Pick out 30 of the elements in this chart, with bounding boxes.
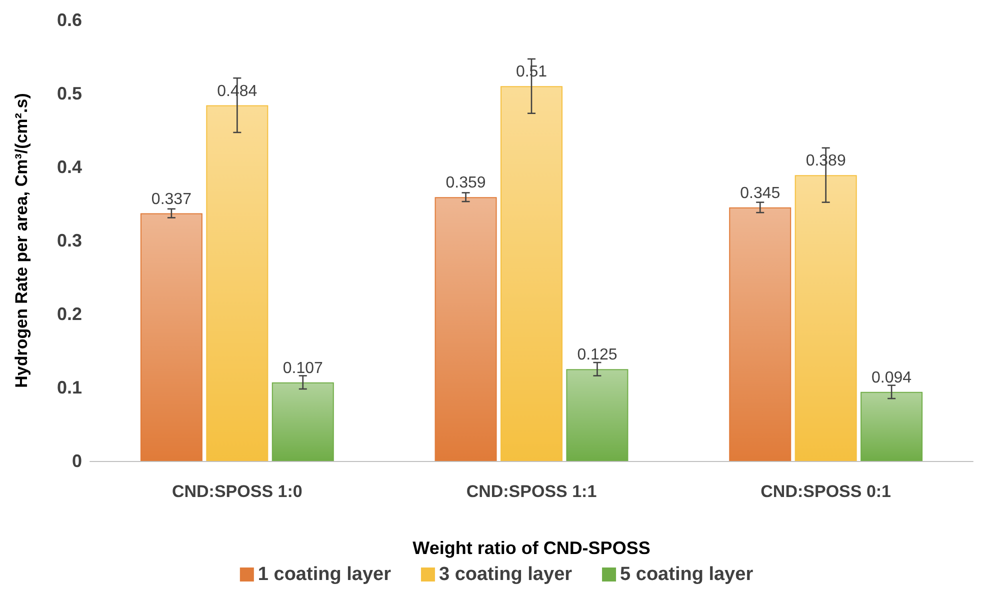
- bar: [140, 213, 202, 461]
- x-axis-title: Weight ratio of CND-SPOSS: [412, 538, 650, 558]
- y-tick-label: 0.4: [56, 157, 82, 177]
- data-label: 0.094: [872, 369, 912, 386]
- data-label: 0.107: [282, 360, 324, 377]
- legend-label: 5 coating layer: [620, 564, 754, 585]
- y-tick-label: 0: [72, 451, 82, 471]
- bar: [434, 197, 497, 461]
- y-axis-title: Hydrogen Rate per area, Cm³/(cm².s): [12, 93, 31, 388]
- bar: [860, 392, 923, 461]
- x-tick-label: CND:SPOSS 1:0: [172, 482, 302, 501]
- data-label: 0.359: [446, 174, 486, 192]
- y-tick-label: 0.2: [56, 304, 82, 324]
- data-label: 0.337: [151, 190, 192, 208]
- bar: [566, 369, 628, 461]
- y-tick-label: 0.3: [56, 230, 82, 250]
- legend-label: 3 coating layer: [438, 564, 573, 585]
- x-tick-label: CND:SPOSS 1:1: [466, 482, 597, 501]
- bar: [500, 86, 562, 461]
- y-tick-label: 0.6: [56, 10, 82, 30]
- bar: [272, 382, 334, 461]
- data-label: 0.345: [740, 184, 780, 202]
- x-tick-label: CND:SPOSS 0:1: [760, 482, 892, 501]
- y-tick-label: 0.1: [56, 378, 82, 398]
- legend-label: 1 coating layer: [258, 564, 392, 585]
- y-tick-label: 0.5: [56, 84, 82, 104]
- data-label: 0.125: [577, 346, 618, 364]
- bar: [794, 175, 857, 461]
- bar: [729, 207, 792, 461]
- bar: [206, 105, 268, 461]
